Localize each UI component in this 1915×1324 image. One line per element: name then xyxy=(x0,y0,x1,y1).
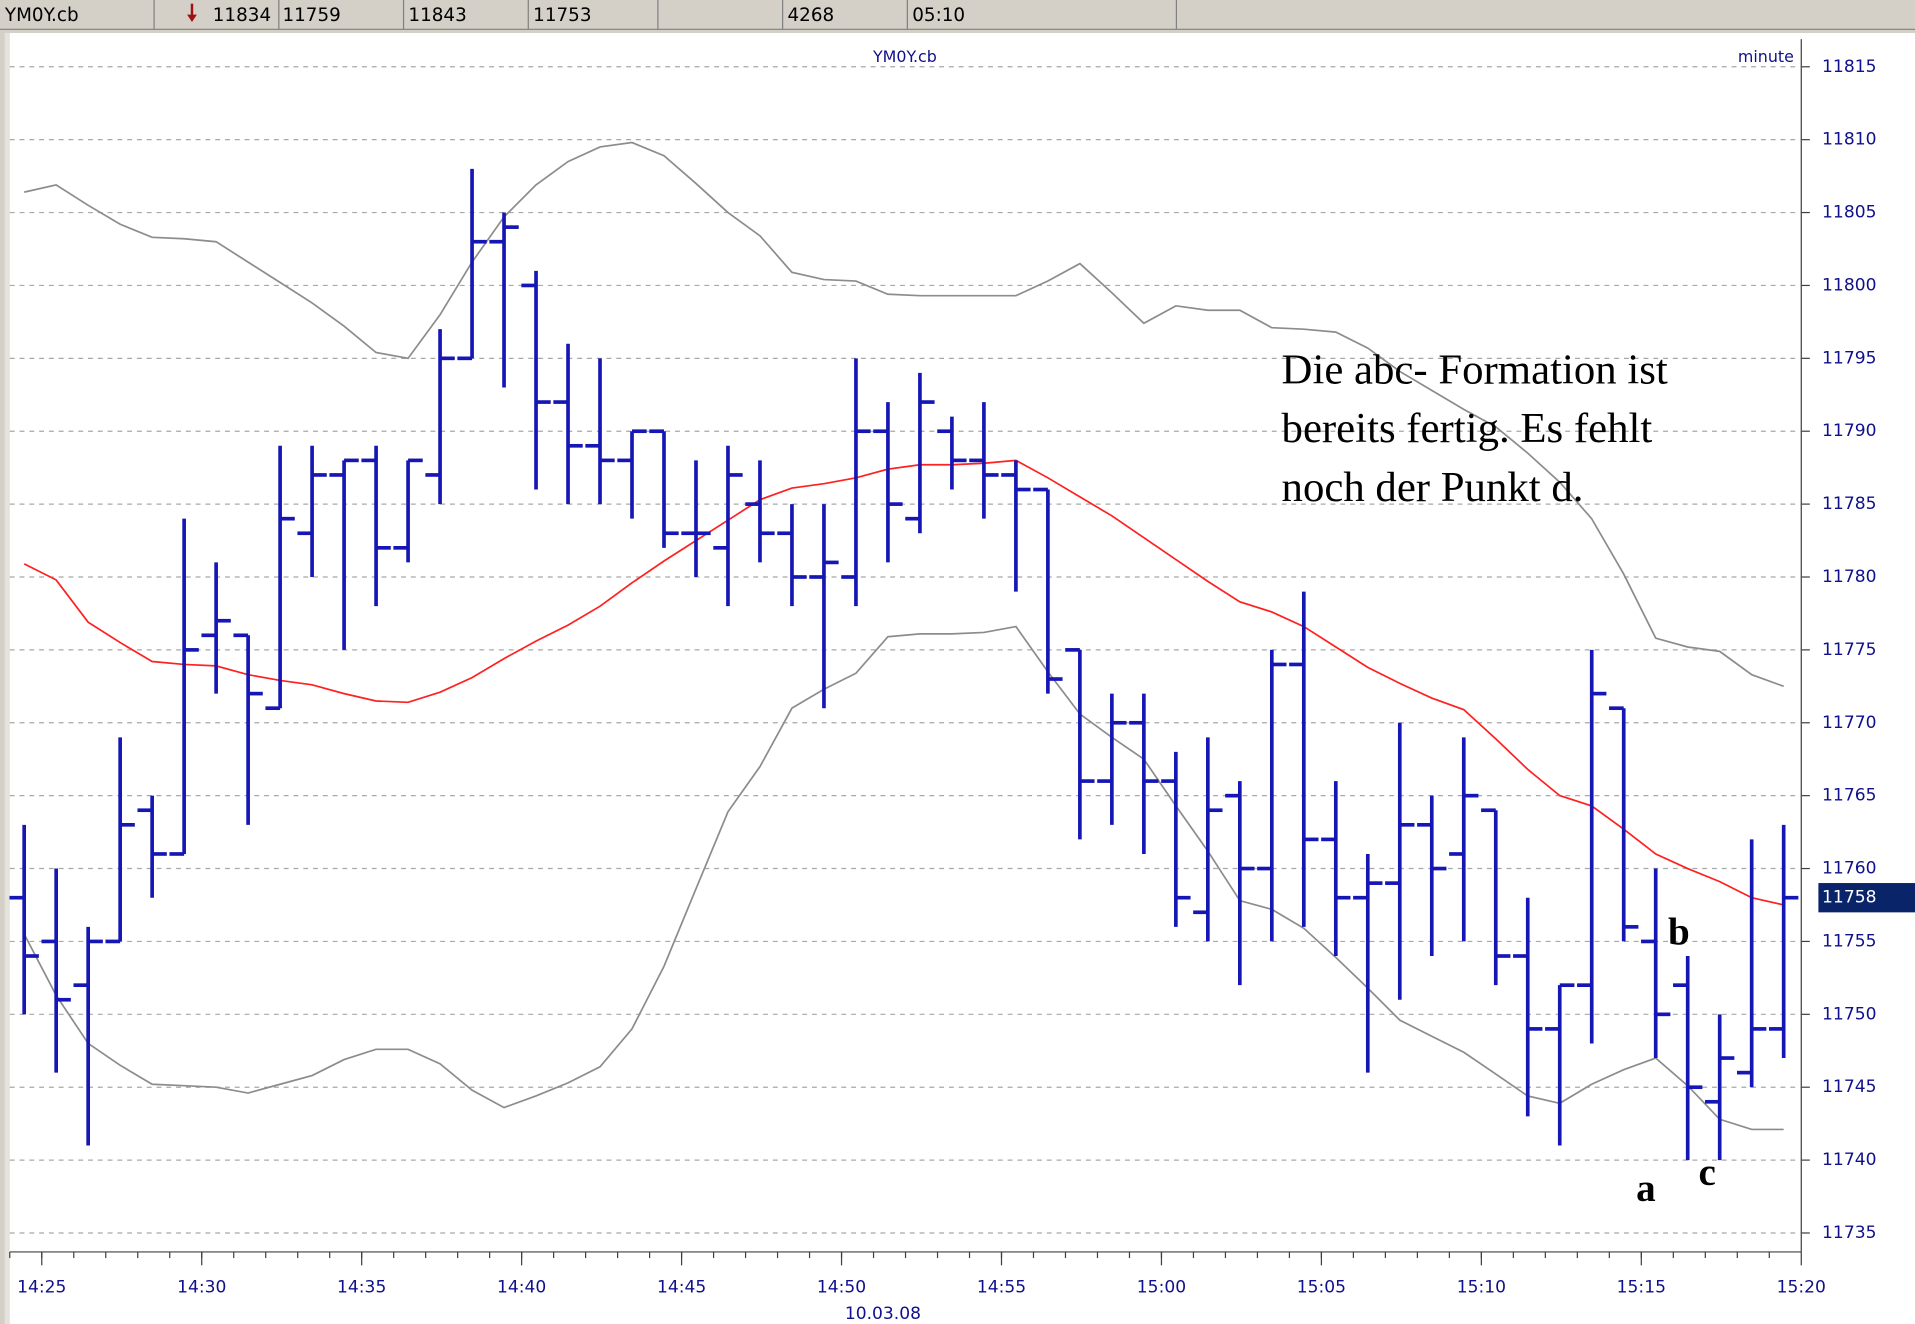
y-tick-label: 11800 xyxy=(1822,275,1876,295)
y-tick-label: 11785 xyxy=(1822,494,1876,514)
x-tick-label: 14:35 xyxy=(337,1277,386,1297)
y-tick-label: 11780 xyxy=(1822,567,1876,587)
header-prev: 11834 xyxy=(213,5,271,26)
indicator-line xyxy=(23,459,1784,906)
indicator-line xyxy=(23,625,1784,1131)
last-price-box xyxy=(1818,883,1915,913)
header-volume: 4268 xyxy=(788,5,835,26)
header-time: 05:10 xyxy=(912,5,965,26)
wave-point-label: a xyxy=(1636,1167,1656,1210)
panel-edge xyxy=(4,32,10,1324)
y-tick-label: 11790 xyxy=(1822,421,1876,441)
x-tick-label: 14:40 xyxy=(497,1277,546,1297)
x-tick-label: 14:25 xyxy=(17,1277,66,1297)
annotation-line: bereits fertig. Es fehlt xyxy=(1282,405,1653,452)
header-low: 11753 xyxy=(533,5,591,26)
header-bar xyxy=(0,0,1915,31)
x-tick-label: 15:20 xyxy=(1777,1277,1826,1297)
y-tick-label: 11775 xyxy=(1822,640,1876,660)
chart-panel xyxy=(4,32,1915,1324)
x-tick-label: 14:45 xyxy=(657,1277,706,1297)
annotation-line: Die abc- Formation ist xyxy=(1282,347,1668,394)
x-tick-label: 15:05 xyxy=(1297,1277,1346,1297)
y-tick-label: 11755 xyxy=(1822,931,1876,951)
header-symbol: YM0Y.cb xyxy=(4,5,79,26)
header-high: 11843 xyxy=(408,5,466,26)
down-arrow-icon xyxy=(187,3,197,22)
x-tick-label: 15:15 xyxy=(1617,1277,1666,1297)
y-tick-label: 11735 xyxy=(1822,1223,1876,1243)
y-tick-label: 11750 xyxy=(1822,1004,1876,1024)
y-tick-label: 11810 xyxy=(1822,130,1876,150)
x-tick-label: 15:00 xyxy=(1137,1277,1186,1297)
y-tick-label: 11765 xyxy=(1822,786,1876,806)
interval-label: minute xyxy=(1738,47,1794,66)
header-dividers xyxy=(0,0,1915,30)
x-tick-label: 14:50 xyxy=(817,1277,866,1297)
y-tick-label: 11745 xyxy=(1822,1077,1876,1097)
y-tick-label: 11760 xyxy=(1822,859,1876,879)
x-tick-label: 15:10 xyxy=(1457,1277,1506,1297)
y-tick-label: 11815 xyxy=(1822,57,1876,77)
ohlc-bars xyxy=(9,168,1799,1161)
date-label: 10.03.08 xyxy=(845,1304,921,1324)
y-tick-label: 11805 xyxy=(1822,203,1876,223)
y-tick-label: 11740 xyxy=(1822,1150,1876,1170)
wave-point-label: c xyxy=(1699,1151,1716,1194)
y-tick-label: 11795 xyxy=(1822,348,1876,368)
x-tick-label: 14:30 xyxy=(177,1277,226,1297)
last-price-label: 11758 xyxy=(1822,888,1876,908)
annotation-line: noch der Punkt d. xyxy=(1282,464,1584,511)
y-tick-label: 11770 xyxy=(1822,713,1876,733)
wave-point-label: b xyxy=(1668,911,1690,954)
x-tick-label: 14:55 xyxy=(977,1277,1026,1297)
chart-title: YM0Y.cb xyxy=(872,47,937,66)
indicator-line xyxy=(24,141,1784,688)
header-last: 11759 xyxy=(282,5,340,26)
